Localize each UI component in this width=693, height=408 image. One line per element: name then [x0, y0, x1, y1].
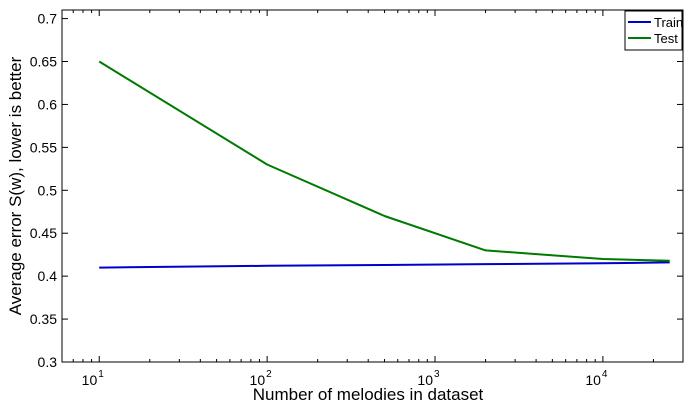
y-tick-label: 0.7 [38, 11, 58, 27]
x-axis-label: Number of melodies in dataset [253, 385, 484, 403]
series-line-test [98, 60, 670, 262]
legend-label-test: Test [654, 31, 678, 46]
plot-area [61, 9, 684, 363]
x-tick-label-exponent: 3 [434, 369, 440, 380]
y-tick-label: 0.3 [38, 354, 58, 370]
x-tick-label-base: 10 [82, 372, 98, 388]
legend-label-train: Train [654, 15, 683, 30]
y-tick-label: 0.5 [38, 182, 58, 198]
x-tick-label-base: 10 [250, 372, 266, 388]
y-axis-label: Average error S(w), lower is better [6, 56, 25, 315]
x-tick-label: 10 4 [585, 369, 608, 388]
x-tick-label-base: 10 [585, 372, 601, 388]
x-tick-label: 10 1 [82, 369, 105, 388]
y-axis-ticks: 0.3 0.35 0.4 0.45 0.5 0.55 0.6 0.65 0.7 [30, 11, 683, 370]
x-tick-label: 10 2 [250, 369, 273, 388]
y-tick-label: 0.65 [30, 54, 57, 70]
x-tick-label-exponent: 4 [602, 369, 608, 380]
x-axis-ticks: 10 1 10 2 10 3 10 4 [61, 10, 684, 388]
y-tick-label: 0.55 [30, 139, 57, 155]
legend-box [624, 10, 683, 51]
series-layer [98, 60, 670, 269]
y-tick-label: 0.6 [38, 96, 58, 112]
axes-frame [61, 9, 684, 363]
x-tick-label-base: 10 [417, 372, 433, 388]
y-tick-label: 0.4 [38, 268, 58, 284]
x-tick-label: 10 3 [417, 369, 440, 388]
y-tick-label: 0.45 [30, 225, 57, 241]
y-tick-label: 0.35 [30, 311, 57, 327]
x-tick-label-exponent: 2 [266, 369, 272, 380]
x-tick-label-exponent: 1 [98, 369, 104, 380]
series-line-train [99, 261, 670, 269]
